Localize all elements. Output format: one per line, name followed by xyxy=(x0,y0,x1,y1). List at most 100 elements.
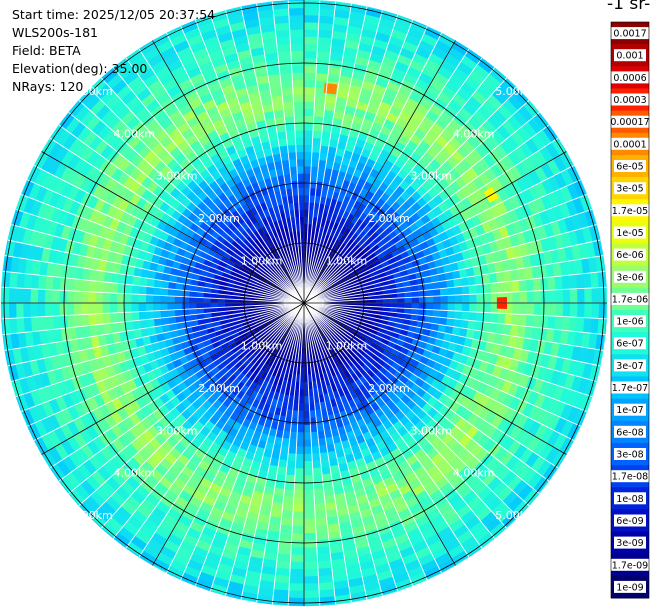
sector-cell xyxy=(320,459,331,468)
sector-cell xyxy=(159,287,169,297)
sector-cell xyxy=(519,291,528,304)
sector-cell xyxy=(540,315,549,329)
sector-cell xyxy=(461,294,470,304)
sector-cell xyxy=(310,166,319,175)
sector-cell xyxy=(446,286,456,296)
sector-cell xyxy=(547,315,556,330)
sector-cell xyxy=(541,289,550,304)
sector-cell xyxy=(188,296,197,304)
sector-cell xyxy=(548,302,557,317)
sector-cell xyxy=(404,302,413,309)
sector-cell xyxy=(1,286,10,304)
sector-cell xyxy=(22,302,31,318)
sector-cell xyxy=(440,302,449,311)
sector-cell xyxy=(293,496,305,505)
sector-cell xyxy=(51,302,60,317)
sector-cell xyxy=(289,568,305,577)
sector-cell xyxy=(475,283,484,295)
sector-cell xyxy=(303,21,319,30)
sector-cell xyxy=(418,296,427,304)
sector-cell xyxy=(303,108,315,117)
sector-cell xyxy=(281,510,294,519)
sector-cell xyxy=(483,302,492,314)
sector-cell xyxy=(303,101,315,110)
sector-cell xyxy=(303,504,316,513)
sector-cell xyxy=(475,311,484,323)
sector-cell xyxy=(397,302,406,309)
sector-cell xyxy=(124,283,133,295)
sector-cell xyxy=(273,582,290,591)
sector-cell xyxy=(109,302,118,314)
sector-cell xyxy=(290,554,305,563)
sector-cell xyxy=(311,453,321,462)
sector-cell xyxy=(202,302,211,309)
sector-cell xyxy=(532,314,542,329)
sector-cell xyxy=(274,574,290,584)
sector-cell xyxy=(411,296,420,304)
sector-cell xyxy=(37,316,47,332)
sector-cell xyxy=(30,316,40,332)
sector-cell xyxy=(318,582,335,591)
sector-cell xyxy=(605,286,608,304)
sector-cell xyxy=(44,289,53,304)
sector-cell xyxy=(303,50,318,59)
sector-cell xyxy=(561,274,571,290)
sector-cell xyxy=(296,432,305,441)
sector-cell xyxy=(533,302,542,316)
sector-cell xyxy=(58,302,67,317)
sector-cell xyxy=(548,289,557,304)
sector-cell xyxy=(276,466,287,476)
sector-cell xyxy=(583,272,592,289)
sector-cell xyxy=(482,283,492,294)
sector-cell xyxy=(109,282,119,294)
sector-cell xyxy=(1,271,11,288)
sector-cell xyxy=(303,137,313,146)
sector-cell xyxy=(152,310,162,320)
sector-cell xyxy=(195,302,204,309)
sector-cell xyxy=(293,489,305,498)
sector-cell xyxy=(569,302,578,318)
sector-cell xyxy=(288,438,298,448)
sector-cell xyxy=(312,123,324,132)
sector-cell xyxy=(483,292,492,304)
sector-cell xyxy=(116,312,126,323)
sector-cell xyxy=(314,94,327,103)
sector-cell xyxy=(116,302,125,314)
sector-cell xyxy=(469,293,478,304)
sector-cell xyxy=(303,568,319,577)
sector-cell xyxy=(467,320,477,331)
sector-cell xyxy=(279,524,293,534)
sector-cell xyxy=(159,309,169,319)
sector-cell xyxy=(562,288,571,304)
sector-cell xyxy=(590,317,600,335)
sector-cell xyxy=(303,65,317,74)
sector-cell xyxy=(303,439,312,448)
sector-cell xyxy=(511,313,520,326)
sector-cell xyxy=(598,302,607,320)
sector-cell xyxy=(16,317,25,334)
sector-cell xyxy=(447,294,456,304)
sector-cell xyxy=(303,597,321,606)
sector-cell xyxy=(145,294,154,304)
sector-cell xyxy=(23,317,33,333)
sector-cell xyxy=(313,101,326,110)
sector-cell xyxy=(303,475,314,484)
sector-cell xyxy=(426,302,434,310)
sector-cell xyxy=(311,445,321,455)
sector-cell xyxy=(102,281,111,294)
sector-cell xyxy=(312,474,324,483)
sector-cell xyxy=(1,302,10,320)
sector-cell xyxy=(318,7,336,17)
sector-cell xyxy=(313,496,326,505)
sector-cell xyxy=(312,130,323,139)
sector-cell xyxy=(303,14,320,23)
sector-cell xyxy=(277,546,292,555)
sector-cell xyxy=(303,604,321,607)
sector-cell xyxy=(66,314,76,329)
sector-cell xyxy=(577,302,586,318)
sector-cell xyxy=(166,295,175,304)
sector-cell xyxy=(289,561,305,570)
sector-cell xyxy=(468,284,477,295)
sector-cell xyxy=(303,547,318,556)
sector-cell xyxy=(80,314,90,327)
